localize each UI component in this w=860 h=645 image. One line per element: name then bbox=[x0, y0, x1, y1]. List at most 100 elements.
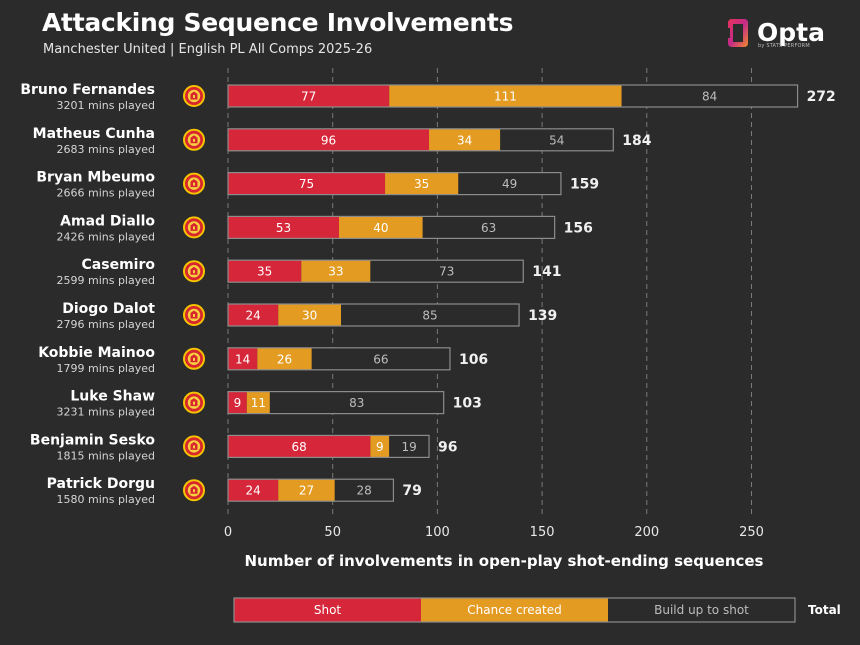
segment-value-label: 9 bbox=[376, 440, 384, 454]
segment-value-label: 75 bbox=[299, 177, 314, 191]
bar-segment-shot bbox=[228, 260, 302, 283]
legend-total-label: Total bbox=[808, 603, 841, 617]
segment-value-label: 40 bbox=[373, 221, 388, 235]
bar-segment-shot bbox=[228, 172, 386, 195]
bar-segment-build-up bbox=[422, 216, 555, 239]
club-crest-icon bbox=[183, 128, 205, 151]
x-tick-label: 150 bbox=[530, 525, 555, 540]
bar-segment-chance-created bbox=[385, 172, 459, 195]
player-minutes: 3231 mins played bbox=[56, 406, 155, 419]
bar-total-label: 96 bbox=[438, 439, 457, 455]
x-tick-label: 50 bbox=[324, 525, 341, 540]
bar-outline bbox=[227, 215, 556, 239]
club-crest-icon bbox=[183, 172, 205, 195]
bar-segment-shot bbox=[228, 479, 279, 502]
bar-outline bbox=[227, 391, 445, 415]
bar-segment-shot bbox=[228, 216, 339, 239]
club-crest-icon bbox=[183, 435, 205, 458]
legend: Shot Chance created Build up to shot Total bbox=[233, 597, 841, 623]
bar-segment-build-up bbox=[389, 435, 430, 458]
player-minutes: 1580 mins played bbox=[56, 493, 155, 506]
opta-logo-icon bbox=[724, 19, 748, 47]
legend-swatch-chance-created bbox=[421, 598, 608, 622]
bar-total-label: 139 bbox=[528, 308, 557, 324]
player-minutes: 1815 mins played bbox=[56, 449, 155, 462]
segment-value-label: 77 bbox=[301, 90, 316, 104]
bar-total-label: 106 bbox=[459, 352, 488, 368]
segment-value-label: 83 bbox=[349, 396, 364, 410]
player-name: Bruno Fernandes bbox=[20, 82, 155, 98]
opta-logo: Opta by STATS PERFORM bbox=[722, 16, 825, 50]
chart-title: Attacking Sequence Involvements bbox=[42, 8, 514, 37]
bar-segment-shot bbox=[228, 304, 279, 326]
bar-segment-chance-created bbox=[257, 347, 312, 370]
bar-segment-build-up bbox=[458, 172, 561, 195]
player-name: Bryan Mbeumo bbox=[36, 170, 155, 186]
bar-outline bbox=[227, 128, 614, 152]
player-name: Kobbie Mainoo bbox=[38, 345, 155, 361]
bar-segment-chance-created bbox=[278, 304, 342, 326]
club-crest-icon bbox=[183, 260, 205, 283]
segment-value-label: 66 bbox=[373, 352, 388, 366]
bar-segment-build-up bbox=[311, 347, 450, 370]
player-minutes: 3201 mins played bbox=[56, 99, 155, 112]
x-axis-label: Number of involvements in open-play shot… bbox=[245, 552, 764, 570]
segment-value-label: 27 bbox=[299, 484, 314, 498]
segment-value-label: 19 bbox=[401, 440, 416, 454]
segment-value-label: 35 bbox=[257, 265, 272, 279]
legend-label: Shot bbox=[314, 603, 342, 617]
x-axis-ticks: 0 50 100 150 200 250 bbox=[224, 525, 764, 540]
bar-segment-shot bbox=[228, 391, 247, 414]
x-tick-label: 0 bbox=[224, 525, 232, 540]
bar-segment-chance-created bbox=[370, 435, 390, 458]
bar-total-label: 184 bbox=[622, 133, 651, 149]
player-name: Casemiro bbox=[82, 257, 156, 273]
bar-outline bbox=[227, 259, 524, 283]
segment-value-label: 84 bbox=[702, 90, 717, 104]
bar-outline bbox=[227, 172, 562, 196]
player-minutes: 2599 mins played bbox=[56, 274, 155, 287]
bar-segment-chance-created bbox=[429, 128, 501, 151]
bar-segment-build-up bbox=[621, 85, 798, 107]
opta-logo-tagline: by STATS PERFORM bbox=[758, 43, 810, 49]
legend-swatch-build-up bbox=[608, 598, 795, 622]
legend-label: Chance created bbox=[467, 603, 561, 617]
bar-segment-build-up bbox=[500, 128, 614, 151]
x-tick-label: 200 bbox=[634, 525, 659, 540]
segment-value-label: 9 bbox=[234, 396, 242, 410]
legend-outline bbox=[233, 597, 796, 623]
player-name: Luke Shaw bbox=[70, 389, 155, 405]
bar-segment-build-up bbox=[341, 304, 520, 326]
bar-segment-build-up bbox=[370, 260, 524, 283]
bar-outline bbox=[227, 303, 520, 327]
club-crest-icon bbox=[183, 391, 205, 414]
club-crest-icon bbox=[183, 347, 205, 370]
segment-value-label: 49 bbox=[502, 177, 517, 191]
bar-segment-chance-created bbox=[338, 216, 423, 239]
segment-value-label: 34 bbox=[457, 133, 472, 147]
club-crest-icon bbox=[183, 216, 205, 239]
segment-value-label: 96 bbox=[321, 133, 336, 147]
bar-total-label: 159 bbox=[570, 177, 599, 193]
legend-label: Build up to shot bbox=[654, 603, 749, 617]
bar-segment-shot bbox=[228, 435, 371, 458]
segment-value-label: 26 bbox=[277, 352, 292, 366]
x-tick-label: 100 bbox=[425, 525, 450, 540]
segment-value-label: 24 bbox=[245, 309, 260, 323]
player-minutes: 2683 mins played bbox=[56, 143, 155, 156]
x-tick-label: 250 bbox=[739, 525, 764, 540]
bar-total-label: 156 bbox=[564, 220, 593, 236]
bar-segment-chance-created bbox=[278, 479, 335, 502]
player-minutes: 2796 mins played bbox=[56, 318, 155, 331]
legend-swatch-shot bbox=[234, 598, 421, 622]
bar-outline bbox=[227, 84, 799, 108]
player-minutes: 2666 mins played bbox=[56, 187, 155, 200]
segment-value-label: 73 bbox=[439, 265, 454, 279]
